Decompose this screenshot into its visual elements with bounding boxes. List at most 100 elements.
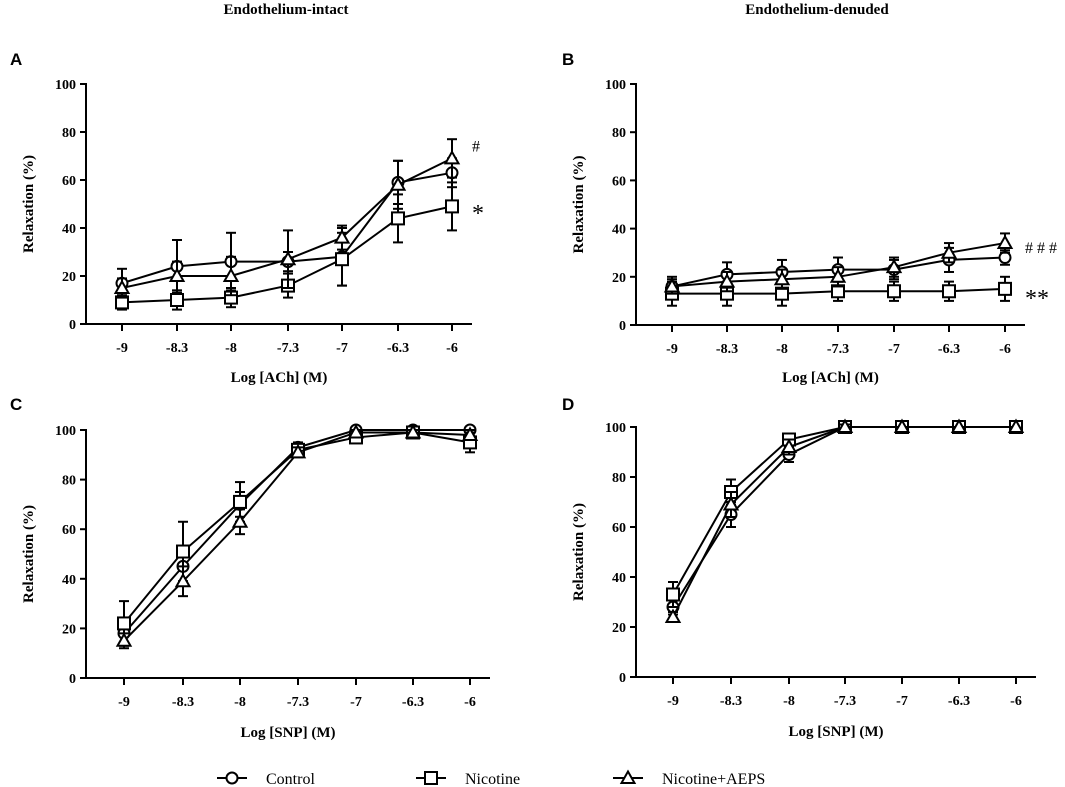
legend-label: Control: [266, 771, 315, 787]
x-tick-label: -6: [464, 695, 476, 710]
x-tick-label: -7.3: [827, 342, 849, 357]
y-tick-label: 40: [612, 223, 626, 238]
data-point-triangle: [461, 426, 479, 441]
y-axis-label: Relaxation (%): [21, 155, 37, 253]
data-point-triangle: [389, 176, 407, 191]
y-tick-label: 100: [605, 78, 626, 93]
series-nicotine-aeps: [664, 418, 1025, 623]
significance-mark: *: [472, 201, 484, 227]
column-title-denuded: Endothelium-denuded: [745, 2, 889, 18]
x-tick-label: -8.3: [166, 341, 188, 356]
x-axis-label: Log [SNP] (M): [241, 725, 336, 741]
y-tick-label: 60: [62, 523, 76, 538]
data-point-triangle: [893, 418, 911, 433]
data-point-triangle: [836, 418, 854, 433]
x-tick-label: -8: [225, 341, 237, 356]
x-tick-label: -8: [783, 694, 795, 709]
x-tick-label: -6.3: [402, 695, 424, 710]
x-tick-label: -8.3: [720, 694, 742, 709]
data-point-triangle: [829, 268, 847, 283]
data-point-triangle: [168, 267, 186, 282]
data-point-square: [942, 284, 956, 299]
data-point-triangle: [333, 229, 351, 244]
y-tick-label: 0: [69, 672, 76, 687]
panel-b: B 0 20 40 60 80 100 -9 -8.3 -8 -7.3 -7 -6.3 -6 Log [AC…: [562, 50, 1057, 386]
data-point-square: [666, 587, 680, 602]
panels: A 0 20 40 60 80 100 -9 -8.3 -8 -7.3 -7 -6.3 -6 Log [AC…: [10, 50, 1057, 741]
triangle-icon: [619, 769, 637, 784]
x-tick-label: -9: [116, 341, 128, 356]
y-tick-label: 100: [55, 78, 76, 93]
x-tick-label: -8.3: [172, 695, 194, 710]
y-tick-label: 20: [612, 271, 626, 286]
x-tick-label: -6: [446, 341, 458, 356]
y-axis-label: Relaxation (%): [571, 503, 587, 601]
data-point-square: [335, 252, 349, 267]
legend: Control Nicotine Nicotine+AEPS: [217, 769, 765, 787]
data-point-triangle: [222, 267, 240, 282]
data-point-triangle: [279, 250, 297, 266]
x-tick-label: -7: [888, 342, 900, 357]
y-axis-label: Relaxation (%): [21, 505, 37, 603]
data-point-square: [117, 616, 131, 631]
x-tick-label: -9: [667, 694, 679, 709]
square-icon: [424, 771, 438, 785]
significance-mark: #: [472, 138, 480, 155]
x-tick-label: -6: [999, 342, 1011, 357]
y-tick-label: 80: [612, 126, 626, 141]
data-point-triangle: [663, 277, 681, 293]
data-point-triangle: [347, 423, 365, 439]
series-nicotine-aeps: [113, 138, 461, 299]
data-point-triangle: [664, 608, 682, 623]
y-tick-label: 100: [55, 424, 76, 439]
panel-letter: B: [562, 50, 574, 69]
panel-letter: C: [10, 395, 22, 414]
series-nicotine: [117, 425, 477, 647]
data-point-square: [391, 211, 405, 226]
data-point-triangle: [885, 258, 903, 274]
data-point-triangle: [443, 149, 461, 165]
legend-item: Nicotine+AEPS: [613, 769, 765, 787]
data-point-triangle: [773, 270, 791, 286]
x-tick-label: -7: [350, 695, 362, 710]
y-tick-label: 60: [62, 174, 76, 189]
data-point-triangle: [940, 244, 958, 259]
data-point-square: [176, 544, 190, 559]
legend-label: Nicotine: [465, 771, 520, 787]
panel-c: C 0 20 40 60 80 100 -9 -8.3 -8 -7.3 -7 -6.3 -6 Log [SN…: [10, 395, 490, 741]
data-point-triangle: [174, 572, 192, 588]
y-tick-label: 20: [62, 622, 76, 637]
x-tick-label: -6.3: [938, 342, 960, 357]
x-tick-label: -6: [1010, 694, 1022, 709]
x-tick-label: -8: [234, 695, 246, 710]
y-tick-label: 80: [62, 126, 76, 141]
y-tick-label: 60: [612, 174, 626, 189]
data-point-square: [170, 293, 184, 307]
series-line: [672, 426, 1016, 618]
x-tick-label: -7: [336, 341, 348, 356]
y-tick-label: 40: [62, 222, 76, 237]
x-tick-label: -7.3: [277, 341, 299, 356]
series-line: [123, 431, 471, 625]
legend-label: Nicotine+AEPS: [662, 771, 765, 787]
y-tick-label: 20: [612, 621, 626, 636]
y-tick-label: 100: [605, 421, 626, 436]
x-tick-label: -8: [776, 342, 788, 357]
x-tick-label: -7: [896, 694, 908, 709]
series-control: [666, 420, 1023, 616]
x-tick-label: -7.3: [834, 694, 856, 709]
data-point-triangle: [115, 632, 133, 647]
data-point-triangle: [1007, 418, 1025, 433]
x-axis-label: Log [ACh] (M): [231, 370, 328, 386]
data-point-triangle: [113, 279, 131, 294]
y-tick-label: 0: [69, 318, 76, 333]
series-nicotine-aeps: [663, 232, 1014, 295]
series-nicotine: [666, 420, 1023, 608]
significance-mark: # # #: [1025, 240, 1057, 257]
x-tick-label: -6.3: [387, 341, 409, 356]
panel-letter: A: [10, 50, 22, 69]
column-title-intact: Endothelium-intact: [223, 2, 348, 18]
legend-item: Nicotine: [416, 771, 520, 787]
x-tick-label: -9: [666, 342, 678, 357]
